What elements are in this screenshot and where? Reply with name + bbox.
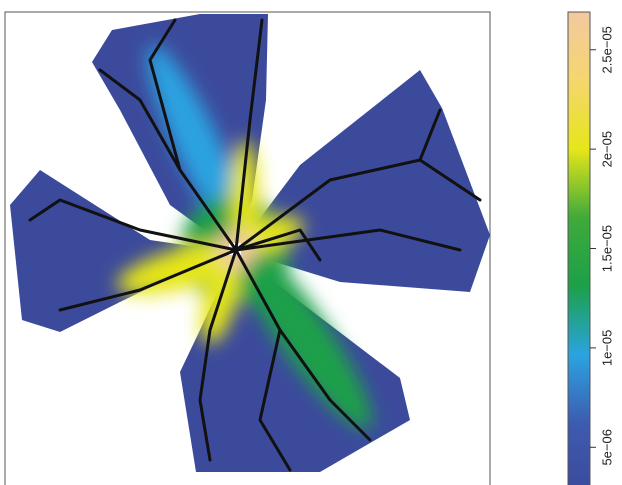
colorbar-tick-label: 5e−06 — [599, 429, 614, 466]
petal — [10, 170, 232, 332]
colorbar-tick-label: 1e−05 — [599, 330, 614, 367]
petal — [236, 70, 490, 292]
vessel — [234, 228, 462, 252]
vessel — [198, 248, 238, 462]
plot-frame — [4, 11, 491, 485]
vessel — [418, 108, 442, 162]
vessel — [98, 68, 238, 252]
vessel — [58, 248, 238, 312]
colorbar-tick-label: 2.5e−05 — [599, 26, 614, 73]
vessel — [234, 18, 264, 252]
vessel — [234, 248, 372, 442]
colorbar-tick-label: 1.5e−05 — [599, 225, 614, 272]
vessel — [258, 328, 292, 472]
vessel — [28, 198, 238, 252]
colorbar-tick-label: 2e−05 — [599, 131, 614, 168]
vessel — [148, 18, 182, 172]
vessel — [234, 158, 482, 252]
colorbar — [567, 11, 591, 485]
heatmap-image — [10, 14, 490, 472]
vessels — [28, 18, 482, 472]
vessel — [234, 228, 322, 262]
